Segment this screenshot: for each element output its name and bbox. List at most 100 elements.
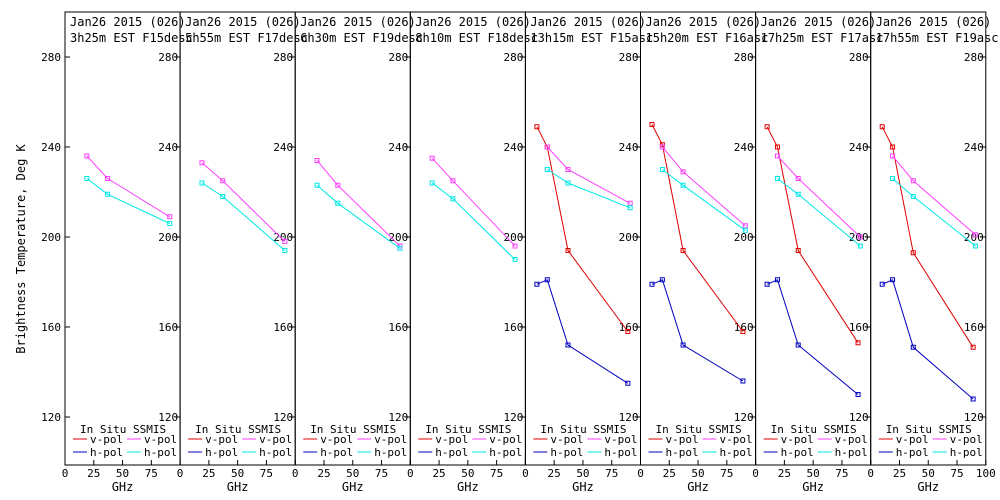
y-tick-label: 240 [158, 141, 178, 154]
legend-title-ssmis: SSMIS [939, 423, 972, 436]
panel-strip: Jan26 2015 (026) 3h25m EST F15desc 120 160 2… [41, 11, 999, 494]
series-line-ssmis-h-pol [892, 178, 976, 247]
x-tick-label: 0 [867, 467, 874, 480]
series-line-ssmis-v-pol [316, 160, 401, 247]
data-point-in-situ-h-pol [970, 396, 976, 402]
y-tick-label: 240 [619, 141, 639, 154]
y-tick-label-left: 200 [41, 231, 61, 244]
y-tick-label-left: 240 [41, 141, 61, 154]
data-point-in-situ-h-pol [659, 277, 665, 283]
series-line-ssmis-v-pol [892, 155, 976, 236]
data-point-in-situ-v-pol [774, 144, 780, 150]
series-line-in-situ-h-pol [766, 279, 859, 395]
panel-date: Jan26 2015 (026) [415, 15, 531, 29]
data-point-ssmis-v-pol [680, 169, 686, 175]
data-point-ssmis-h-pol [627, 205, 633, 211]
x-tick-label: 50 [807, 467, 820, 480]
panel-time: 6h30m EST F19desc [300, 31, 423, 45]
y-axis-title: Brightness Temperature, Deg K [14, 143, 28, 353]
y-tick-label: 160 [504, 321, 524, 334]
panel-6: Jan26 2015 (026) 15h20m EST F16asc 120 160 2… [637, 11, 769, 494]
y-tick-label: 200 [388, 231, 408, 244]
y-tick-label: 160 [619, 321, 639, 334]
y-tick-label: 120 [619, 411, 639, 424]
series-line-ssmis-v-pol [201, 162, 286, 242]
panel-date: Jan26 2015 (026) [70, 15, 186, 29]
panel-date: Jan26 2015 (026) [530, 15, 646, 29]
x-tick-label: 50 [691, 467, 704, 480]
x-tick-label: 25 [663, 467, 676, 480]
legend-label-ssmis-v-pol: v-pol [835, 433, 868, 446]
data-point-ssmis-h-pol [890, 176, 896, 181]
series-line-ssmis-h-pol [547, 169, 631, 209]
data-point-in-situ-h-pol [740, 378, 746, 384]
y-tick-label: 160 [388, 321, 408, 334]
data-point-ssmis-h-pol [199, 180, 205, 186]
legend-title-in-situ: In Situ [656, 423, 702, 436]
legend-label-ssmis-h-pol: h-pol [489, 446, 522, 459]
legend-label-in-situ-h-pol: h-pol [205, 446, 238, 459]
legend-label-in-situ-v-pol: v-pol [550, 433, 583, 446]
x-tick-label: 0 [62, 467, 69, 480]
panel-date: Jan26 2015 (026) [185, 15, 301, 29]
x-tick-label: 50 [461, 467, 474, 480]
data-point-in-situ-v-pol [910, 250, 916, 256]
panel-time: 5h55m EST F17desc [185, 31, 308, 45]
y-tick-label: 120 [388, 411, 408, 424]
data-point-ssmis-h-pol [450, 196, 456, 202]
x-tick-label: 0 [752, 467, 759, 480]
x-tick-label: 50 [346, 467, 359, 480]
data-point-ssmis-v-pol [565, 167, 571, 172]
data-point-in-situ-h-pol [534, 281, 540, 287]
data-point-ssmis-h-pol [512, 257, 518, 262]
data-point-in-situ-h-pol [795, 342, 801, 348]
x-tick-label: 75 [720, 467, 733, 480]
legend-title-ssmis: SSMIS [478, 423, 511, 436]
panel-date: Jan26 2015 (026) [876, 15, 992, 29]
legend-label-ssmis-h-pol: h-pol [604, 446, 637, 459]
data-point-ssmis-h-pol [282, 248, 288, 253]
series-line-ssmis-v-pol [431, 157, 516, 247]
y-tick-label-left: 120 [41, 411, 61, 424]
y-tick-label: 240 [964, 141, 984, 154]
y-tick-label: 280 [849, 51, 869, 64]
y-tick-label: 120 [273, 411, 293, 424]
legend-label-ssmis-h-pol: h-pol [950, 446, 983, 459]
y-tick-label-left: 280 [41, 51, 61, 64]
data-point-ssmis-h-pol [659, 167, 665, 172]
y-tick-label: 280 [273, 51, 293, 64]
data-point-in-situ-v-pol [565, 248, 571, 253]
legend-label-in-situ-h-pol: h-pol [781, 446, 814, 459]
x-tick-label: 0 [292, 467, 299, 480]
y-tick-label: 120 [849, 411, 869, 424]
x-tick-label: 25 [432, 467, 445, 480]
data-point-in-situ-h-pol [890, 277, 896, 283]
panel-time: 15h20m EST F16asc [646, 31, 769, 45]
y-tick-label: 280 [388, 51, 408, 64]
x-tick-label: 0 [637, 467, 644, 480]
x-axis-title: GHz [802, 480, 824, 494]
x-tick-label: 0 [177, 467, 184, 480]
legend-title-ssmis: SSMIS [708, 423, 741, 436]
panel-4: Jan26 2015 (026) 8h10m EST F18desc 120 160 2… [407, 11, 538, 494]
data-point-in-situ-h-pol [855, 392, 861, 397]
data-point-in-situ-h-pol [565, 342, 571, 348]
data-point-in-situ-h-pol [680, 342, 686, 348]
data-point-ssmis-v-pol [512, 243, 518, 249]
data-point-ssmis-v-pol [857, 234, 863, 240]
data-point-ssmis-v-pol [335, 182, 341, 188]
data-point-in-situ-v-pol [795, 248, 801, 253]
data-point-ssmis-v-pol [84, 153, 90, 159]
x-axis-title: GHz [342, 480, 364, 494]
data-point-ssmis-v-pol [890, 153, 896, 159]
y-tick-label: 280 [964, 51, 984, 64]
data-point-ssmis-v-pol [972, 232, 978, 238]
legend-title-in-situ: In Situ [195, 423, 241, 436]
data-point-ssmis-v-pol [910, 178, 916, 184]
legend-title-ssmis: SSMIS [593, 423, 626, 436]
data-point-in-situ-v-pol [740, 329, 746, 334]
x-axis-title: GHz [687, 480, 709, 494]
legend-label-in-situ-v-pol: v-pol [90, 433, 123, 446]
x-tick-label: 50 [116, 467, 129, 480]
